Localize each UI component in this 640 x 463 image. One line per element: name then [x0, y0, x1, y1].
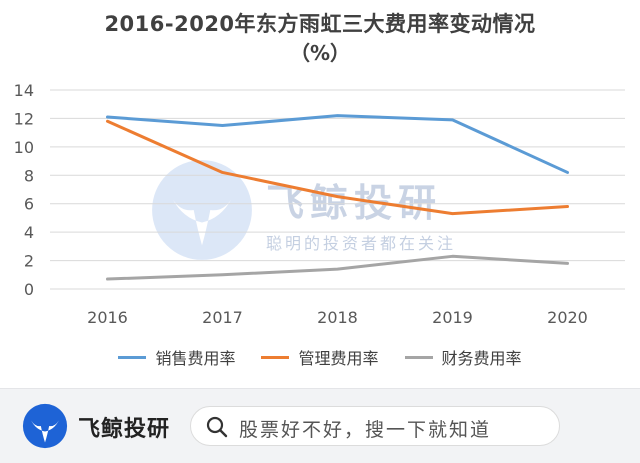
brand-name[interactable]: 飞鲸投研	[78, 417, 171, 442]
whale-logo-icon[interactable]	[22, 403, 68, 449]
chart-plot: 0 2 4 6 8 10 12 14 2016 2017 2018 2019 2020	[14, 81, 625, 327]
y-tick-label: 6	[24, 195, 34, 214]
y-tick-label: 12	[14, 109, 34, 128]
y-tick-label: 14	[14, 81, 34, 100]
chart-legend: 销售费用率 管理费用率 财务费用率	[0, 345, 640, 369]
watermark-subtitle: 聪明的投资者都在关注	[266, 234, 457, 253]
legend-label: 财务费用率	[441, 349, 522, 368]
search-placeholder: 股票好不好，搜一下就知道	[239, 419, 492, 441]
y-tick-label: 8	[24, 166, 34, 185]
series-line-3	[106, 254, 569, 281]
x-tick-label: 2017	[202, 308, 243, 327]
y-tick-label: 0	[24, 280, 34, 299]
chart-title: 2016-2020年东方雨虹三大费用率变动情况	[104, 12, 536, 36]
bottom-bar: 飞鲸投研 股票好不好，搜一下就知道	[0, 388, 640, 463]
legend-swatch	[118, 355, 147, 359]
x-tick-label: 2019	[432, 308, 473, 327]
series-line-2	[106, 119, 569, 216]
legend-swatch	[261, 355, 290, 359]
watermark-whale-logo	[152, 160, 252, 260]
legend-label: 销售费用率	[155, 349, 236, 368]
legend-item: 销售费用率	[118, 345, 235, 369]
x-tick-label: 2018	[317, 308, 358, 327]
search-box[interactable]: 股票好不好，搜一下就知道	[190, 406, 560, 446]
legend-item: 管理费用率	[261, 345, 379, 369]
series-line-1	[106, 114, 569, 174]
chart: 2016-2020年东方雨虹三大费用率变动情况 （%） 飞鲸投研 聪明的投资者都…	[0, 12, 640, 369]
chart-unit: （%）	[289, 41, 351, 65]
y-tick-label: 4	[24, 223, 34, 242]
search-icon	[206, 416, 228, 438]
legend-label: 管理费用率	[298, 349, 379, 368]
x-tick-label: 2016	[87, 308, 128, 327]
x-tick-label: 2020	[547, 308, 588, 327]
legend-swatch	[404, 355, 433, 359]
legend-item: 财务费用率	[404, 345, 522, 369]
y-tick-label: 2	[24, 252, 34, 271]
y-tick-label: 10	[14, 138, 34, 157]
